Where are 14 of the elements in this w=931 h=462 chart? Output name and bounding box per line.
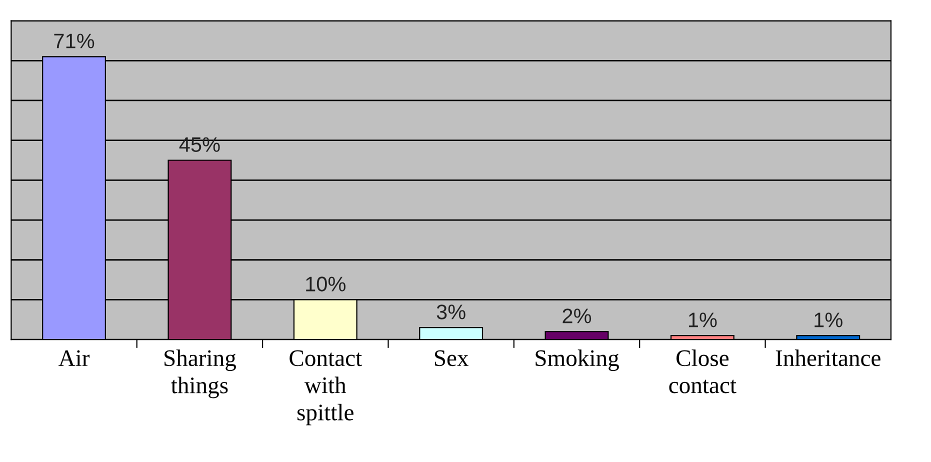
- x-tick-label: Inheritance: [776, 350, 880, 366]
- data-label: 2%: [562, 308, 592, 324]
- data-label: 10%: [306, 276, 346, 292]
- data-label: 3%: [436, 304, 466, 320]
- x-tick-label: Smoking: [536, 350, 619, 372]
- data-label: 71%: [54, 34, 94, 48]
- data-label: 45%: [179, 137, 220, 152]
- x-tick-label: Close contact: [669, 350, 736, 394]
- x-tick-label: Sex: [434, 350, 468, 366]
- x-tick-label: Contact with spittle: [290, 350, 362, 426]
- data-label: 1%: [814, 312, 842, 328]
- x-tick-label: Sharing things: [164, 350, 236, 398]
- x-tick-label: Air: [58, 350, 90, 366]
- data-label: 1%: [688, 312, 717, 328]
